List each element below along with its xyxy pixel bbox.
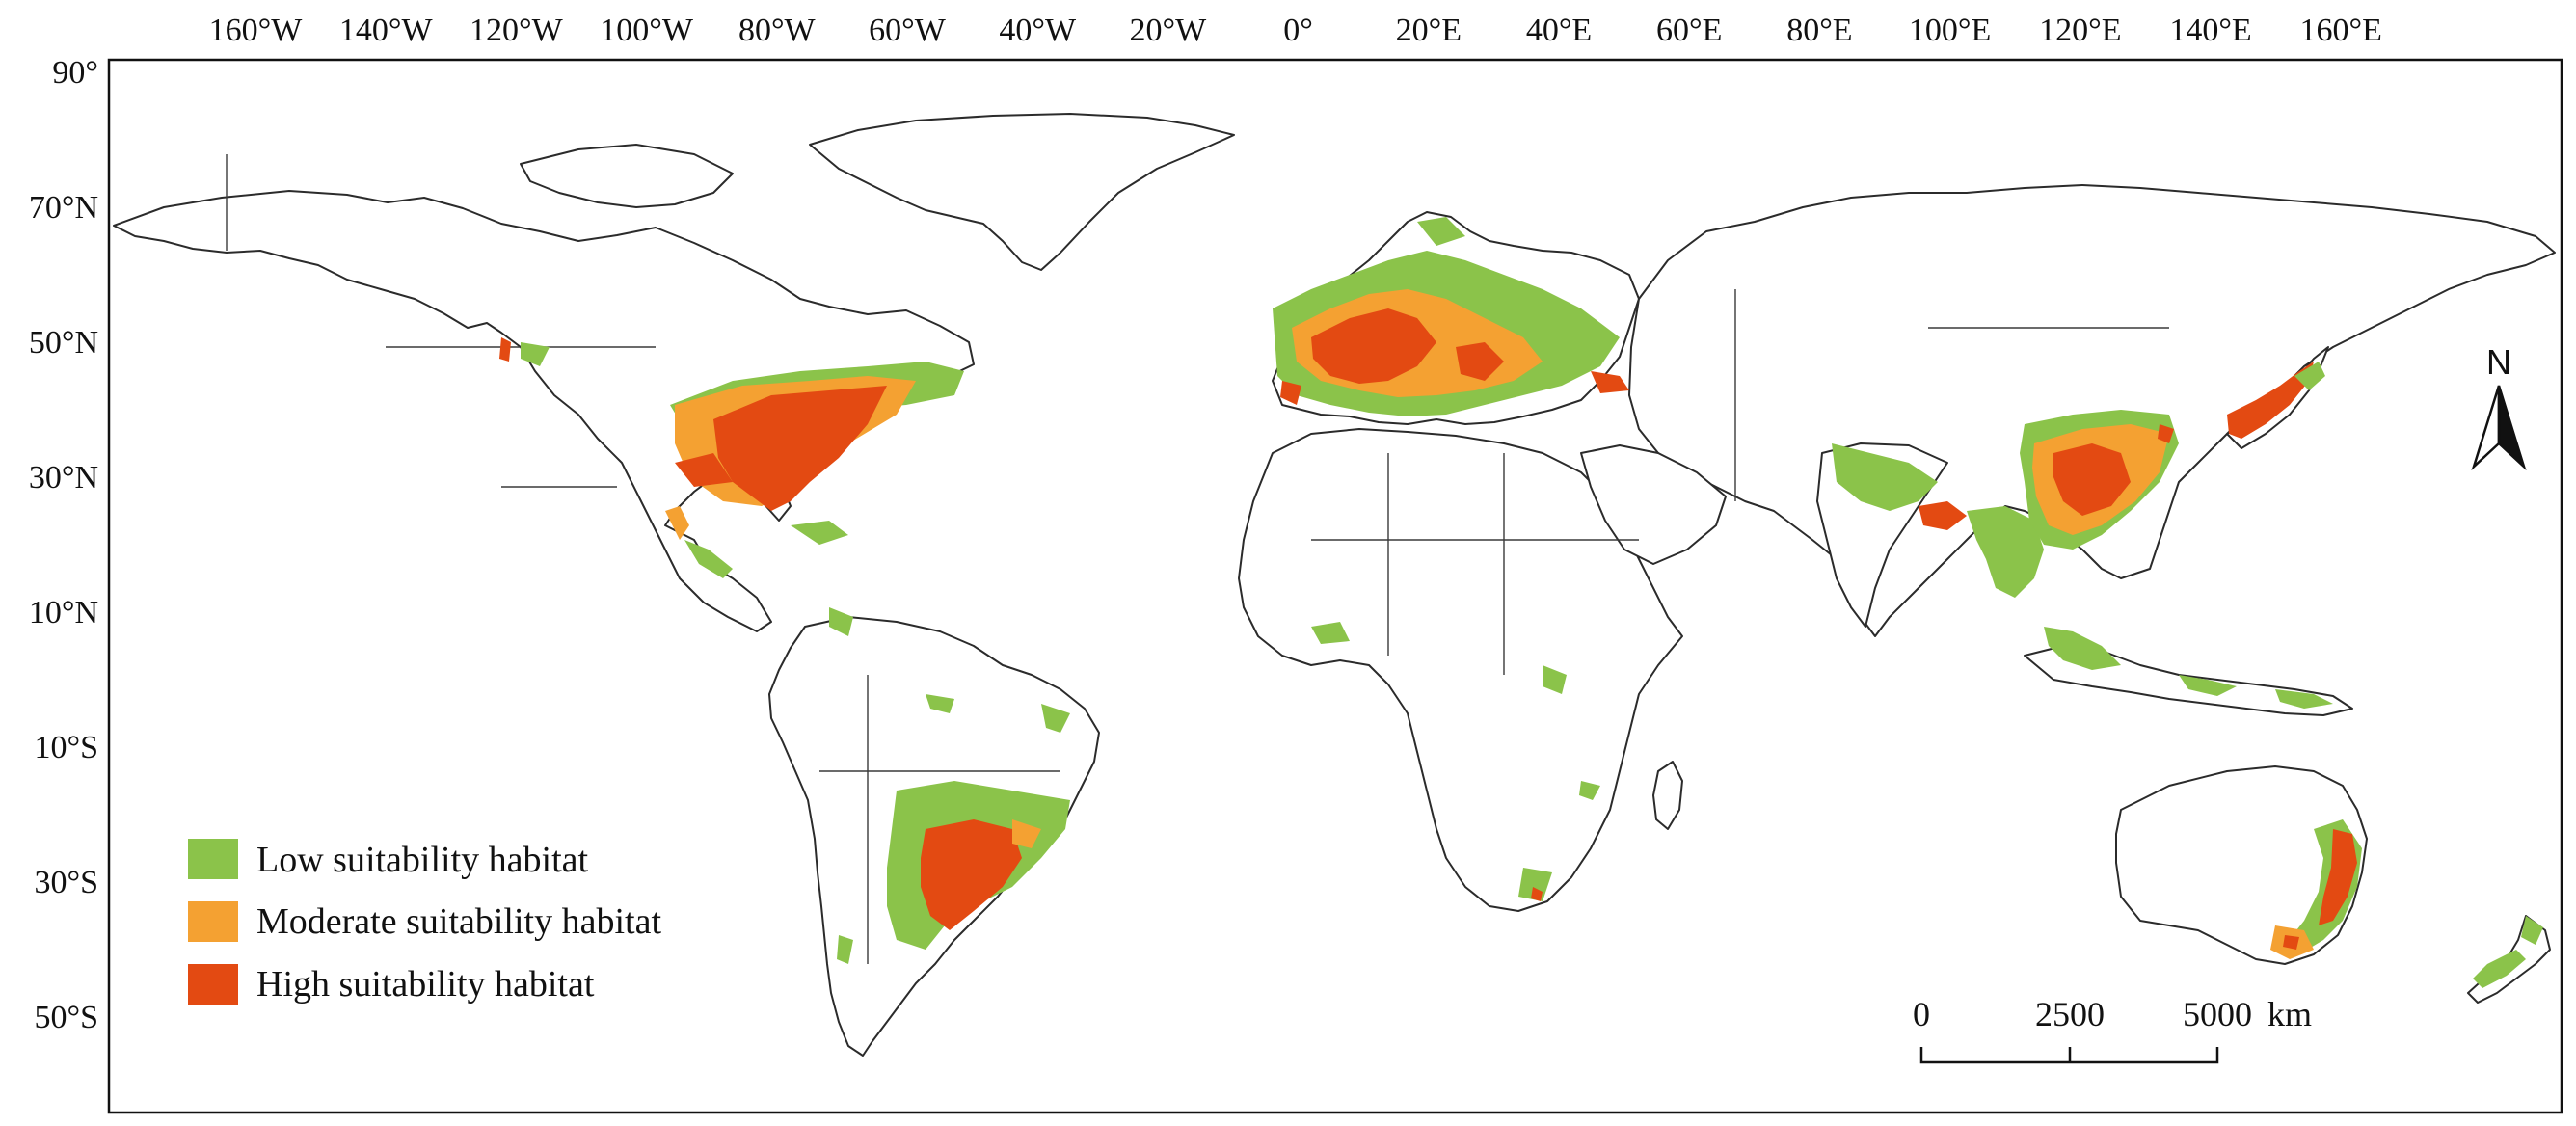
longitude-tick-label: 20°W — [1130, 13, 1208, 48]
habitat-patch-mexico — [665, 506, 853, 636]
longitude-tick-label: 40°E — [1526, 13, 1592, 48]
map-frame — [107, 58, 2563, 1114]
latitude-tick-label: 30°N — [29, 460, 98, 496]
habitat-patch-south-america — [837, 694, 1070, 964]
legend-label-low: Low suitability habitat — [256, 840, 589, 880]
latitude-tick-label: 70°N — [29, 190, 98, 226]
greenland-landmass — [809, 113, 1235, 271]
longitude-tick-label: 120°E — [2039, 13, 2121, 48]
longitude-tick-label: 20°E — [1396, 13, 1462, 48]
latitude-tick-label: 50°N — [29, 325, 98, 361]
legend-label-moderate: Moderate suitability habitat — [256, 901, 661, 942]
legend-swatch-high — [188, 964, 238, 1005]
arctic-archipelago — [520, 144, 734, 208]
habitat-patch-australia — [2270, 819, 2543, 988]
latitude-tick-label: 90° — [52, 55, 98, 91]
scale-bar: 0 2500 5000 km — [1913, 995, 2312, 1064]
australia-landmass — [2115, 765, 2368, 965]
longitude-tick-label: 0° — [1283, 13, 1313, 48]
longitude-tick-label: 40°W — [999, 13, 1077, 48]
habitat-patch-eastern-usa — [670, 362, 964, 511]
longitude-tick-label: 60°W — [869, 13, 947, 48]
habitat-patch-pacific-nw — [499, 337, 550, 366]
arabian-peninsula-landmass — [1580, 444, 1727, 565]
legend-swatch-moderate — [188, 901, 238, 942]
latitude-tick-labels: 90° 70°N 50°N 30°N 10°N 10°S 30°S 50°S — [29, 55, 98, 1035]
asia-landmass — [1628, 184, 2556, 637]
latitude-tick-label: 50°S — [34, 1000, 98, 1035]
habitat-suitability-layer — [499, 217, 2543, 988]
madagascar-landmass — [1652, 761, 1683, 830]
longitude-tick-label: 160°E — [2300, 13, 2382, 48]
longitude-tick-label: 140°W — [339, 13, 434, 48]
africa-landmass — [1238, 428, 1683, 912]
latitude-tick-label: 10°N — [29, 595, 98, 630]
longitude-tick-label: 160°W — [209, 13, 304, 48]
latitude-tick-label: 10°S — [34, 730, 98, 765]
north-arrow-label: N — [2486, 342, 2511, 382]
scale-label-0: 0 — [1913, 995, 1930, 1033]
habitat-patch-europe — [1273, 217, 1629, 416]
longitude-tick-label: 140°E — [2169, 13, 2251, 48]
legend-label-high: High suitability habitat — [256, 964, 595, 1005]
habitat-patch-asia — [1832, 362, 2333, 709]
habitat-patch-africa — [1311, 622, 1600, 901]
north-arrow: N — [2471, 342, 2527, 471]
scale-unit: km — [2267, 995, 2312, 1033]
longitude-tick-label: 120°W — [470, 13, 564, 48]
longitude-tick-label: 80°E — [1786, 13, 1852, 48]
scale-label-5000: 5000 — [2183, 995, 2252, 1033]
longitude-tick-label: 80°W — [738, 13, 817, 48]
scale-label-2500: 2500 — [2035, 995, 2105, 1033]
longitude-tick-label: 100°W — [600, 13, 694, 48]
latitude-tick-label: 30°S — [34, 865, 98, 900]
longitude-tick-label: 100°E — [1909, 13, 1991, 48]
longitude-tick-label: 60°E — [1656, 13, 1722, 48]
longitude-tick-labels: 160°W 140°W 120°W 100°W 80°W 60°W 40°W 20°W 0° 20… — [209, 13, 2382, 48]
legend: Low suitability habitat Moderate suitabi… — [188, 839, 661, 1005]
legend-swatch-low — [188, 839, 238, 879]
